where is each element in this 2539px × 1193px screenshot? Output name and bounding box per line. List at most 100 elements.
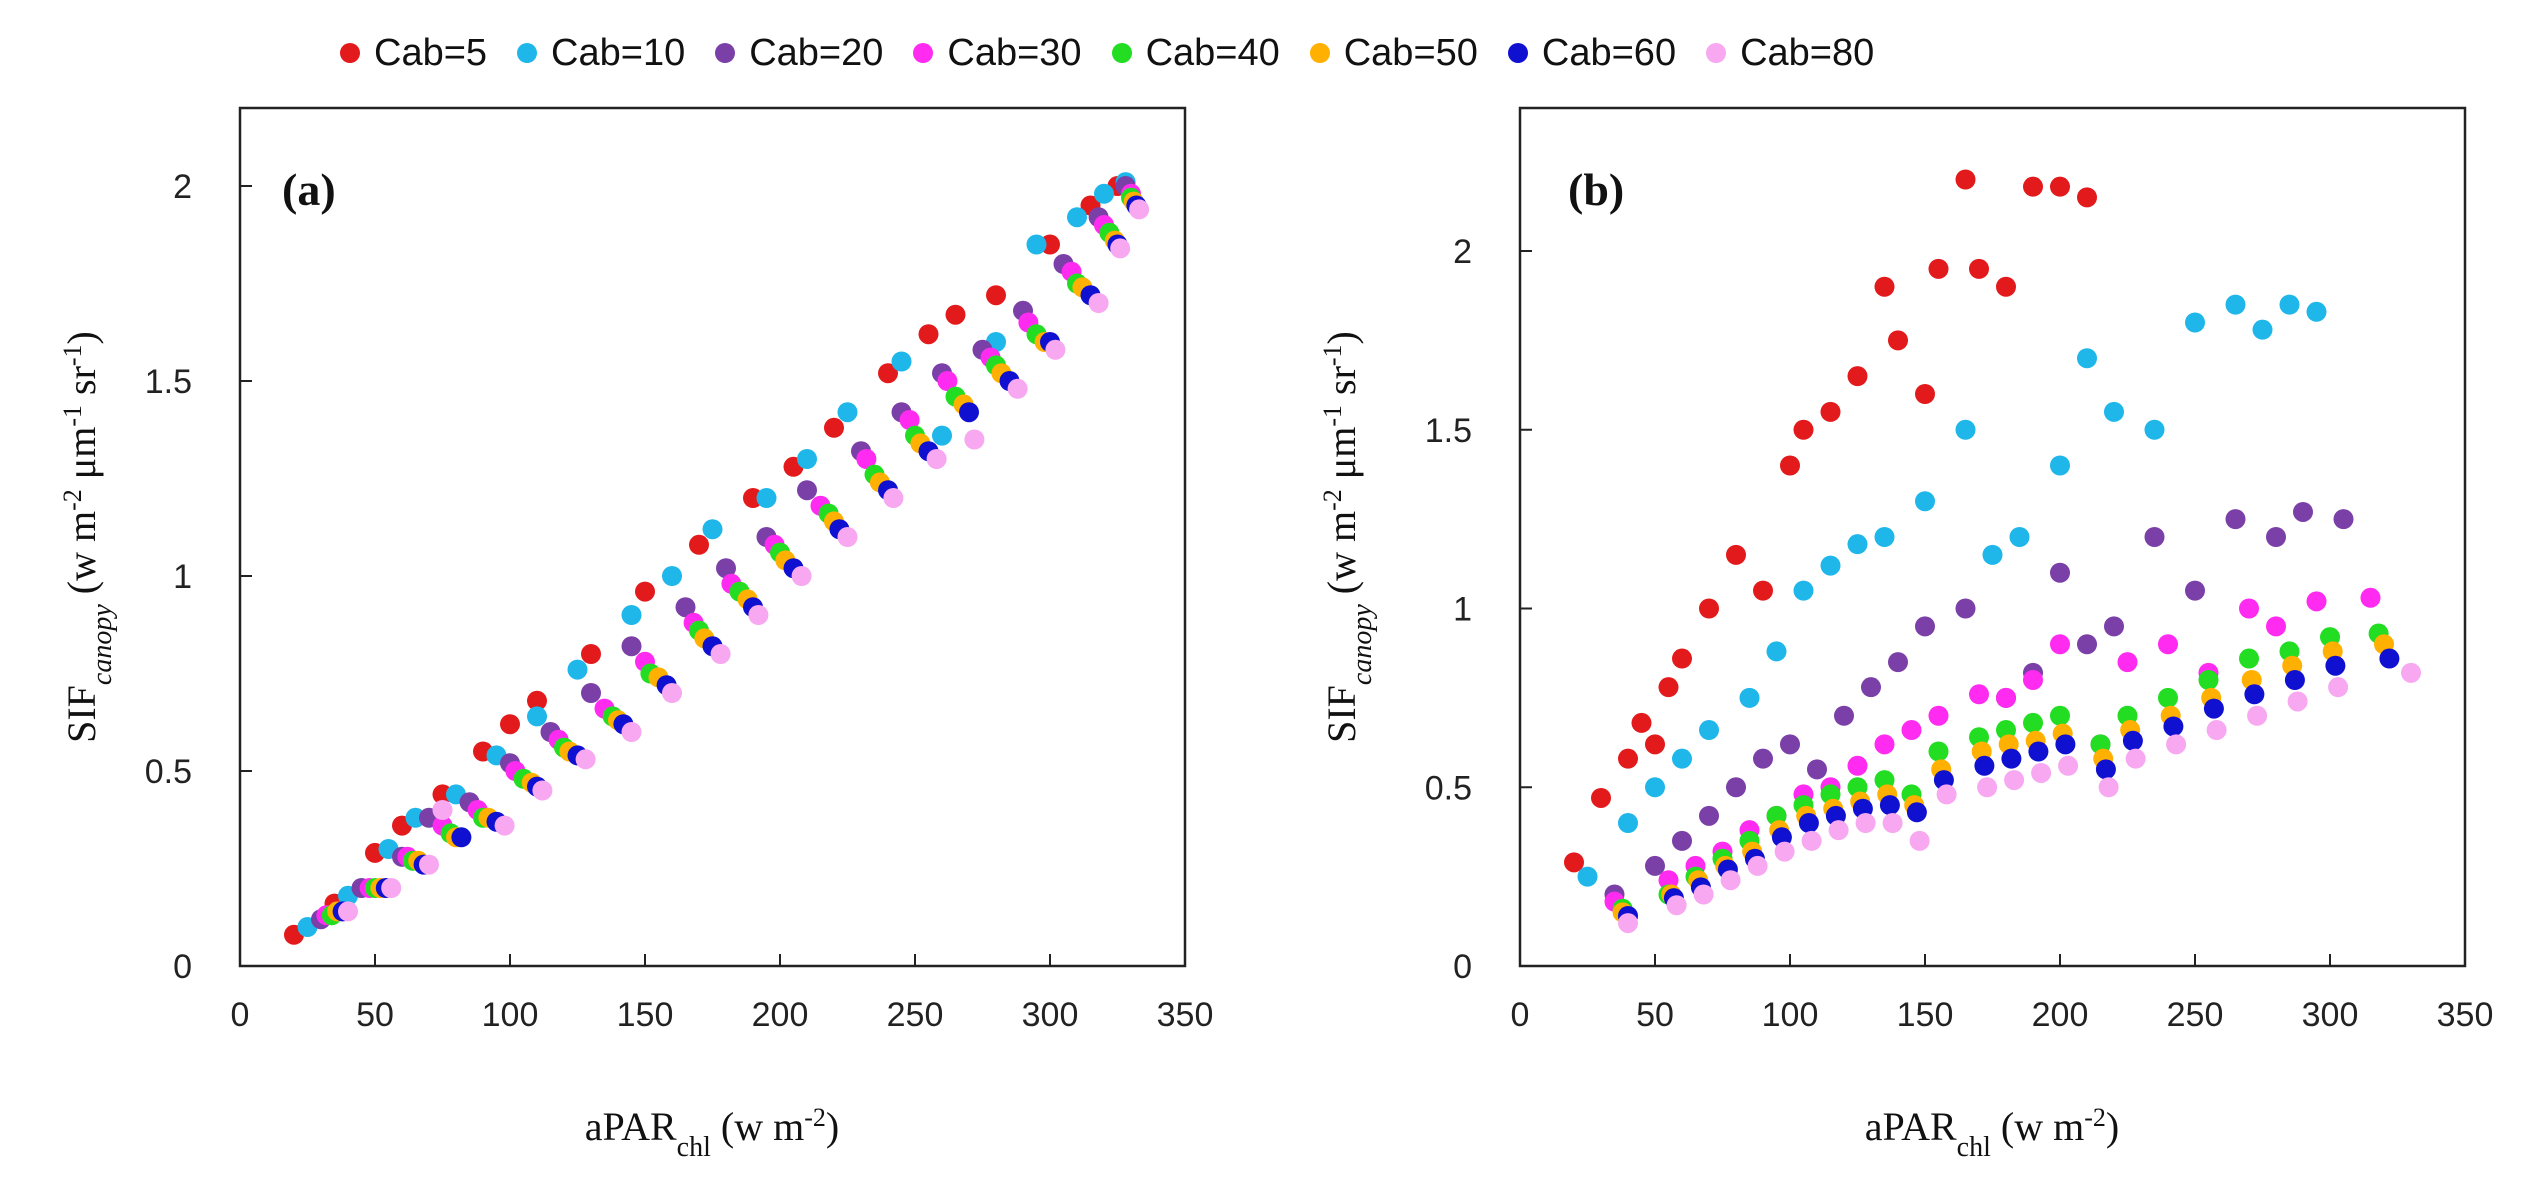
data-point — [1720, 870, 1741, 891]
panel-a-x-title: aPARchl (w m-2) — [585, 1103, 839, 1163]
legend-marker-icon — [517, 43, 538, 63]
data-point — [716, 558, 736, 579]
data-point — [2023, 712, 2043, 733]
data-point — [2401, 662, 2421, 683]
x-tick-label: 350 — [2437, 996, 2494, 1034]
legend-item: Cab=20 — [715, 32, 883, 75]
data-point — [1088, 293, 1109, 313]
data-point — [338, 901, 358, 922]
data-point — [1753, 748, 1773, 769]
x-tick-label: 150 — [1897, 996, 1954, 1034]
data-point — [883, 488, 904, 508]
data-point — [959, 402, 979, 423]
x-tick-label: 350 — [1157, 996, 1214, 1034]
data-point — [2279, 294, 2300, 315]
data-point — [1855, 813, 1876, 833]
data-point — [702, 519, 723, 540]
data-point — [2266, 527, 2286, 547]
data-point — [856, 449, 877, 469]
data-point — [621, 722, 642, 742]
legend-item: Cab=80 — [1706, 32, 1874, 75]
data-point — [1874, 734, 1895, 755]
data-point — [2163, 716, 2184, 737]
data-point — [2050, 455, 2070, 476]
data-point — [964, 429, 985, 450]
legend-label: Cab=5 — [374, 31, 488, 74]
x-tick-label: 100 — [1762, 996, 1819, 1034]
x-tick-label: 250 — [2167, 996, 2224, 1034]
legend-item: Cab=10 — [517, 32, 685, 75]
data-point — [581, 644, 601, 664]
legend-label: Cab=50 — [1343, 31, 1478, 74]
data-point — [1847, 366, 1868, 387]
data-point — [1955, 419, 1976, 440]
x-tick-label: 250 — [887, 996, 944, 1034]
data-point — [1699, 805, 1719, 826]
legend-marker-icon — [1507, 43, 1528, 63]
data-point — [575, 749, 596, 770]
data-point — [1879, 795, 1900, 816]
data-point — [1094, 183, 1114, 204]
data-point — [945, 304, 966, 325]
legend-label: Cab=30 — [947, 31, 1082, 74]
data-point — [1820, 555, 1841, 576]
data-point — [2360, 587, 2381, 608]
data-point — [710, 644, 731, 664]
data-point — [1045, 339, 1066, 360]
legend-marker-icon — [1309, 43, 1330, 63]
data-point — [899, 410, 920, 430]
data-point — [581, 683, 601, 703]
data-point — [2239, 648, 2259, 669]
data-point — [635, 581, 655, 602]
data-point — [2095, 759, 2116, 780]
legend-label: Cab=40 — [1145, 31, 1280, 74]
y-tick-label: 2 — [173, 168, 192, 206]
data-point — [2206, 720, 2227, 741]
panel-b-x-title: aPARchl (w m-2) — [1865, 1103, 2119, 1163]
data-point — [1666, 895, 1687, 916]
data-point — [1110, 238, 1131, 259]
data-point — [2028, 741, 2049, 762]
data-point — [878, 363, 898, 384]
data-point — [1564, 852, 1584, 873]
data-point — [1591, 787, 1611, 808]
data-point — [2122, 730, 2143, 751]
data-point — [1129, 199, 1150, 220]
data-point — [2287, 691, 2308, 712]
x-tick-label: 100 — [482, 996, 539, 1034]
data-point — [986, 285, 1006, 306]
data-point — [1847, 755, 1868, 776]
data-point — [1807, 759, 1827, 780]
data-point — [2166, 734, 2187, 755]
data-point — [1658, 677, 1679, 698]
data-point — [1901, 720, 1922, 741]
panel-b-y-title: SIFcanopy (w m-2 μm-1 sr-1) — [1318, 331, 1378, 743]
legend-label: Cab=20 — [749, 31, 884, 74]
data-point — [2050, 176, 2070, 197]
panel-a-points — [284, 172, 1150, 945]
data-point — [1067, 207, 1087, 228]
y-tick-label: 1.5 — [1425, 412, 1472, 450]
data-point — [1780, 734, 1800, 755]
data-point — [1801, 830, 1822, 851]
data-point — [1996, 687, 2016, 708]
data-point — [2104, 616, 2124, 637]
data-point — [1739, 687, 1760, 708]
data-point — [1874, 527, 1895, 547]
data-point — [1672, 748, 1692, 769]
data-point — [2185, 580, 2205, 601]
data-point — [2050, 562, 2070, 583]
legend: Cab=5 Cab=10 Cab=20 Cab=30 Cab=40 Cab=50 Cab=6… — [340, 18, 2340, 88]
x-tick-label: 200 — [2032, 996, 2089, 1034]
data-point — [1645, 855, 1665, 876]
data-point — [837, 527, 858, 547]
data-point — [1747, 855, 1768, 876]
data-point — [2055, 734, 2076, 755]
data-point — [797, 480, 817, 501]
data-point — [1672, 648, 1692, 669]
data-point — [2158, 634, 2178, 655]
data-point — [532, 780, 553, 801]
data-point — [2023, 176, 2043, 197]
data-point — [891, 351, 912, 372]
data-point — [1861, 677, 1881, 698]
